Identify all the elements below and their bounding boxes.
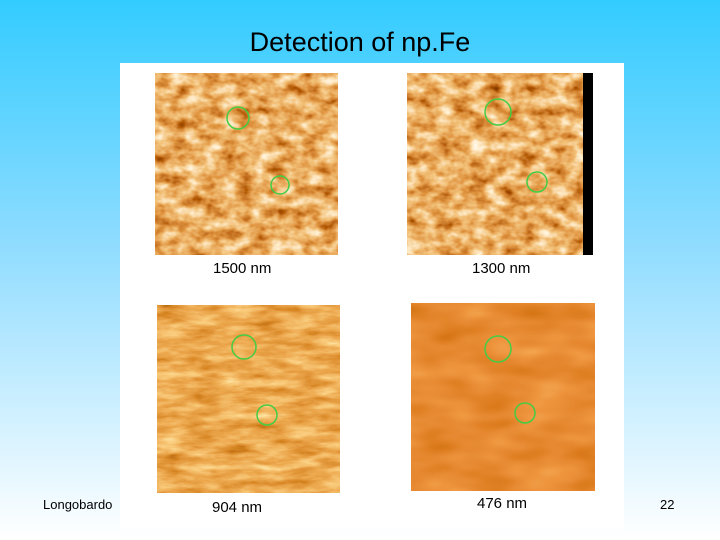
image-1300	[407, 73, 593, 255]
figure-panel	[120, 63, 624, 529]
image-1500	[155, 73, 338, 255]
footer-author: Longobardo	[43, 497, 113, 512]
image-904	[157, 305, 340, 493]
afm-images	[155, 73, 595, 493]
panel-label: 1500 nm	[213, 260, 272, 277]
image-476	[411, 303, 595, 491]
slide-title: Detection of np.Fe	[249, 27, 471, 57]
panel-label: 904 nm	[212, 499, 263, 516]
panel-label: 476 nm	[477, 495, 528, 512]
panel-label: 1300 nm	[472, 260, 531, 277]
page-number: 22	[660, 497, 675, 512]
